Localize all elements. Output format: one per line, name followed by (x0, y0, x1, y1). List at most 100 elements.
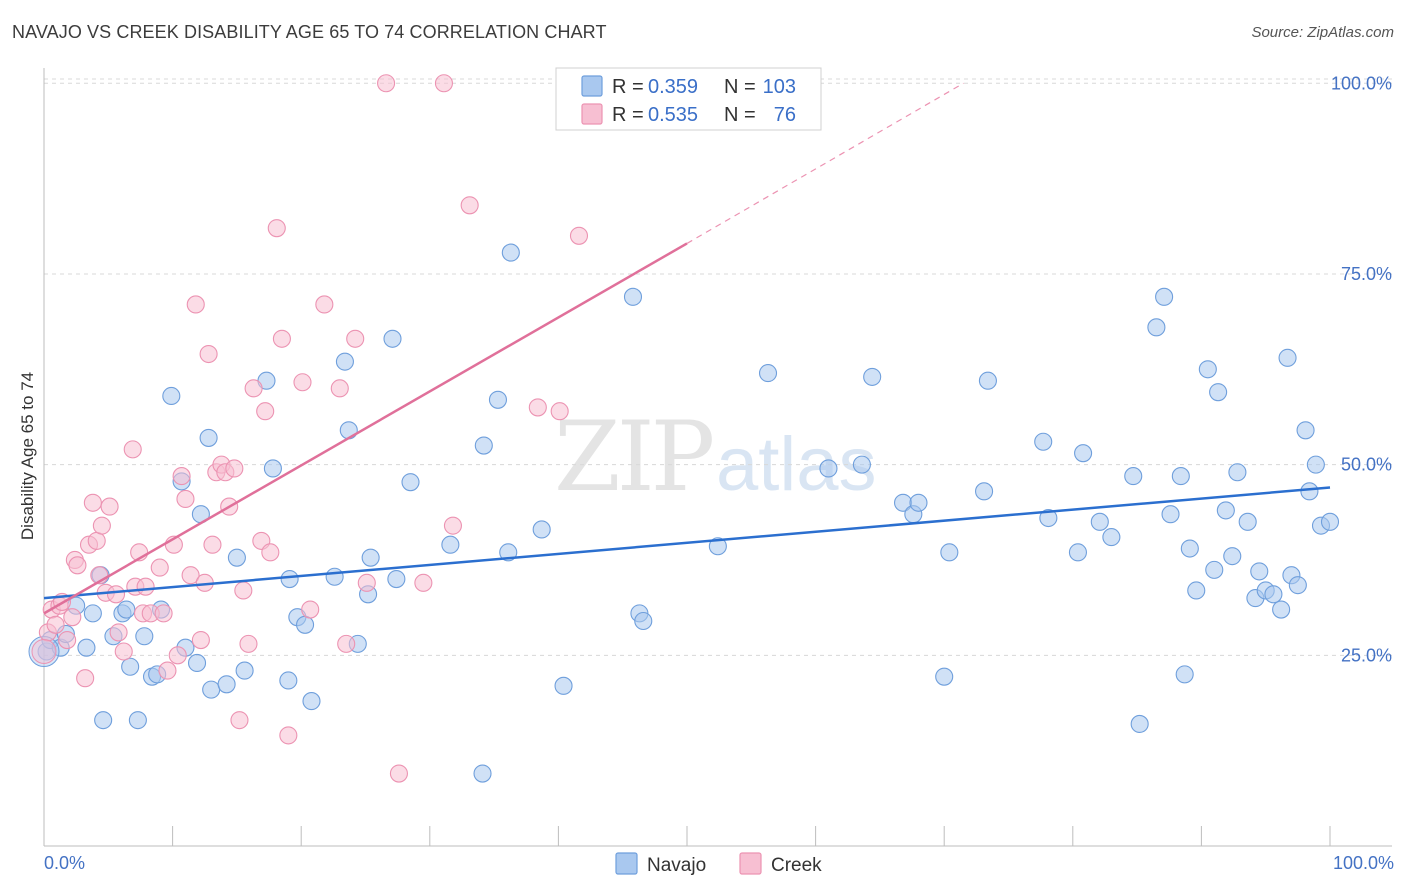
bottom-legend-navajo-swatch (615, 852, 638, 875)
grid-lines (44, 78, 1392, 656)
navajo-trend-line (43, 486, 1331, 600)
navajo-point-63 (935, 667, 954, 686)
navajo-point-43 (401, 473, 420, 492)
creek-point-52 (272, 329, 291, 348)
navajo-point-83 (1205, 560, 1224, 579)
creek-point-53 (279, 726, 298, 745)
navajo-point-92 (1264, 585, 1283, 604)
navajo-point-21 (187, 653, 207, 672)
creek-point-50 (261, 543, 280, 562)
trend-lines (43, 82, 1331, 615)
bottom-legend-creek-label: Creek (771, 855, 822, 876)
y-axis-title: Disability Age 65 to 74 (18, 372, 37, 540)
creek-point-18 (109, 623, 128, 642)
navajo-point-80 (1180, 539, 1199, 558)
creek-point-6 (63, 608, 82, 627)
x-tick-label-100: 100.0% (1333, 853, 1394, 873)
navajo-point-23 (199, 428, 218, 447)
legend-creek-r-label: R = (612, 104, 644, 126)
bottom-legend-navajo-label: Navajo (647, 855, 706, 876)
creek-point-37 (199, 344, 218, 364)
navajo-point-97 (1296, 421, 1315, 440)
creek-point-14 (92, 516, 111, 535)
navajo-point-51 (554, 676, 573, 695)
legend-navajo-n-value: 103 (763, 76, 796, 98)
legend-navajo-n-label: N = (724, 76, 756, 98)
navajo-point-76 (1155, 287, 1174, 306)
navajo-point-45 (473, 764, 492, 783)
creek-trend-line (43, 242, 688, 615)
navajo-point-64 (940, 543, 959, 562)
creek-point-19 (114, 642, 133, 661)
legend-navajo-r-label: R = (612, 76, 644, 98)
creek-point-20 (123, 440, 142, 459)
navajo-point-57 (819, 459, 838, 478)
navajo-points (28, 243, 1340, 783)
creek-point-24 (136, 577, 155, 596)
navajo-point-87 (1228, 463, 1247, 482)
navajo-point-79 (1175, 665, 1194, 684)
navajo-point-52 (623, 287, 643, 306)
navajo-point-59 (863, 367, 882, 386)
legend-creek-r-value: 0.535 (648, 104, 698, 126)
creek-point-32 (176, 489, 195, 509)
navajo-point-50 (532, 520, 551, 539)
creek-point-27 (154, 604, 173, 623)
creek-point-56 (315, 295, 334, 314)
navajo-point-72 (1102, 528, 1121, 547)
navajo-point-67 (1034, 432, 1053, 451)
navajo-point-68 (1039, 508, 1058, 528)
creek-point-35 (191, 631, 210, 650)
creek-point-66 (460, 196, 479, 215)
legend-creek-n-value: 76 (774, 104, 796, 126)
chart-title: NAVAJO VS CREEK DISABILITY AGE 65 TO 74 … (12, 22, 607, 42)
bottom-legend: Navajo Creek (615, 852, 822, 876)
legend-creek-swatch (581, 103, 603, 125)
creek-points (31, 74, 589, 783)
y-tick-label-75: 75.0% (1341, 264, 1392, 284)
y-tick-label-100: 100.0% (1331, 73, 1392, 93)
creek-point-58 (337, 634, 356, 653)
navajo-point-40 (361, 548, 380, 567)
legend-navajo-r-value: 0.359 (648, 76, 698, 98)
navajo-point-18 (162, 386, 181, 406)
creek-point-8 (68, 556, 87, 575)
y-tick-label-50: 50.0% (1341, 455, 1392, 475)
creek-point-63 (414, 573, 433, 592)
navajo-point-90 (1250, 562, 1269, 581)
navajo-point-81 (1187, 581, 1206, 600)
creek-point-43 (225, 459, 244, 478)
creek-point-30 (168, 646, 187, 665)
creek-point-62 (389, 764, 408, 783)
creek-point-2 (46, 615, 65, 634)
source-label: Source: ZipAtlas.com (1251, 24, 1394, 41)
navajo-point-46 (474, 436, 493, 455)
navajo-point-44 (441, 535, 460, 554)
navajo-point-86 (1223, 547, 1242, 566)
legend-creek-n-label: N = (724, 104, 756, 126)
navajo-point-29 (263, 459, 282, 478)
creek-point-44 (230, 711, 249, 730)
navajo-point-25 (217, 675, 236, 694)
creek-point-cluster (31, 639, 57, 664)
legend-navajo-swatch (581, 75, 603, 97)
creek-point-33 (181, 566, 200, 585)
navajo-point-8 (94, 711, 113, 730)
creek-point-68 (550, 402, 569, 421)
navajo-point-27 (235, 661, 254, 680)
navajo-point-84 (1209, 383, 1228, 402)
navajo-point-56 (758, 364, 778, 383)
navajo-point-74 (1130, 714, 1149, 734)
navajo-point-49 (501, 243, 520, 262)
navajo-point-33 (296, 615, 315, 634)
navajo-point-94 (1278, 348, 1297, 367)
navajo-point-12 (121, 657, 140, 676)
creek-point-51 (267, 219, 286, 238)
navajo-point-101 (1320, 512, 1340, 531)
creek-point-47 (244, 379, 263, 398)
navajo-point-13 (128, 711, 147, 730)
creek-point-26 (150, 558, 169, 577)
creek-point-67 (528, 398, 547, 417)
navajo-point-65 (975, 482, 994, 501)
navajo-point-11 (117, 600, 136, 619)
